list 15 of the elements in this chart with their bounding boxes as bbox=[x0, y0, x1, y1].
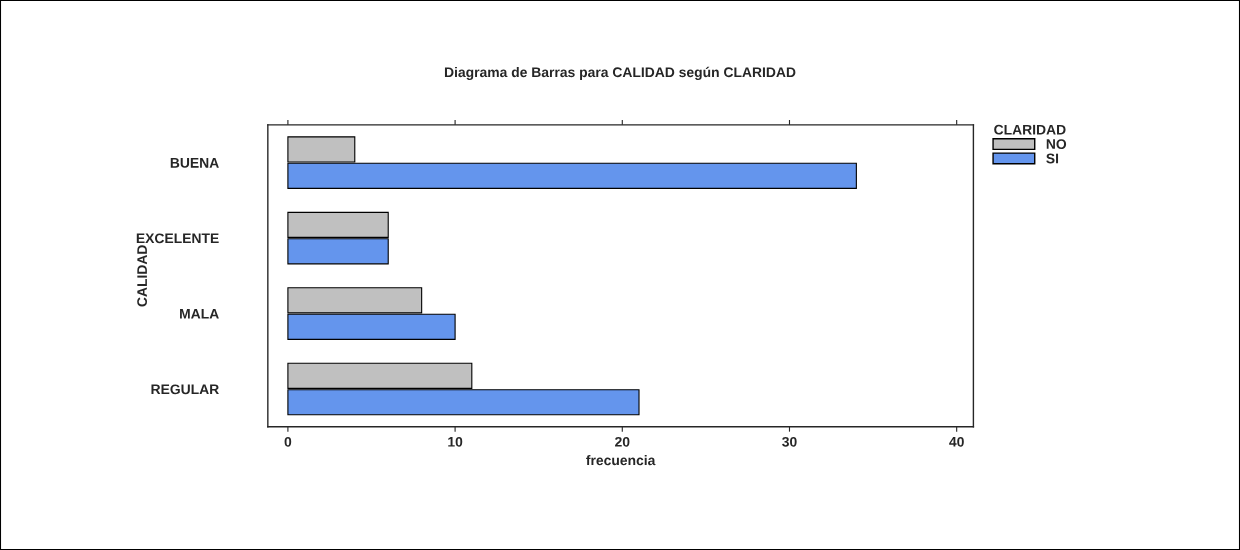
y-axis-title: CALIDAD bbox=[137, 245, 148, 307]
chart-title: Diagrama de Barras para CALIDAD según CLARIDAD bbox=[444, 66, 796, 80]
x-tick-label: 20 bbox=[615, 436, 630, 447]
legend-title: CLARIDAD bbox=[994, 124, 1066, 135]
x-tick-label: 40 bbox=[949, 436, 964, 447]
x-tick-label: 0 bbox=[284, 436, 292, 447]
x-axis-title: frecuencia bbox=[586, 455, 656, 466]
x-tick-label: 30 bbox=[782, 436, 797, 447]
y-tick-label: REGULAR bbox=[151, 384, 219, 395]
legend-label: NO bbox=[1046, 139, 1067, 149]
y-tick-label: BUENA bbox=[170, 158, 219, 168]
x-tick-label: 10 bbox=[448, 436, 463, 447]
legend-label: SI bbox=[1046, 153, 1059, 164]
y-tick-label: MALA bbox=[180, 309, 219, 319]
y-tick-label: EXCELENTE bbox=[136, 233, 219, 244]
